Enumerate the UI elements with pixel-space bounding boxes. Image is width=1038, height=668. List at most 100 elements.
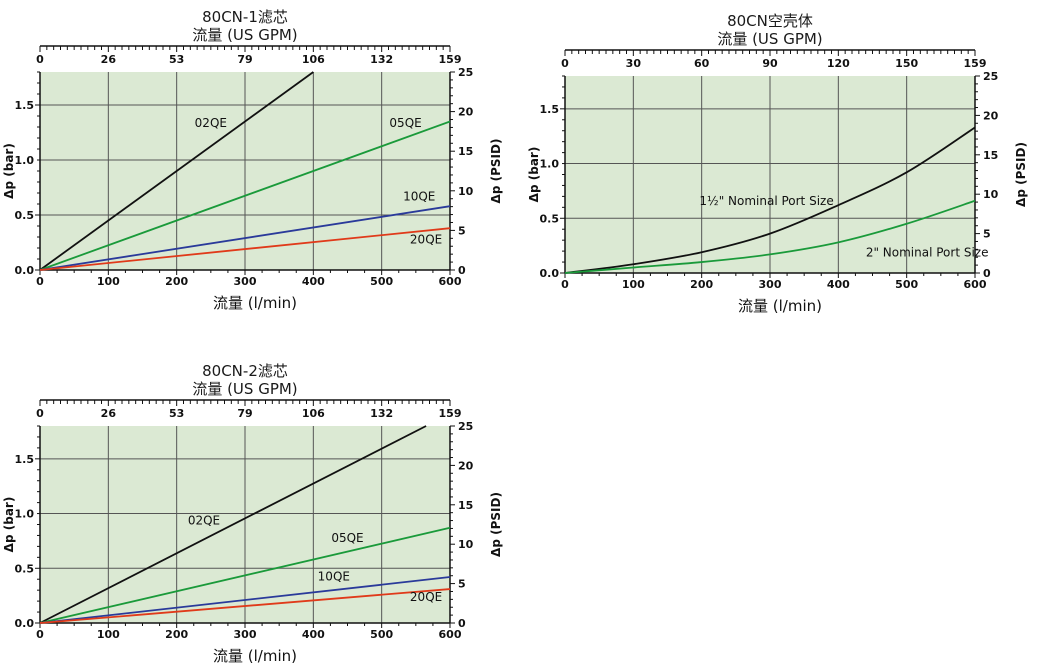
series-label: 05QE [331,531,363,545]
top-tick-label: 132 [370,53,393,66]
y2-tick-label: 0 [458,264,466,277]
series-label: 1½" Nominal Port Size [699,194,833,208]
series-label: 02QE [188,514,220,528]
y-tick-label: 1.5 [15,99,35,112]
y-axis-label: Δp (bar) [2,497,16,553]
x-tick-label: 0 [561,278,569,291]
series-line [39,526,451,624]
y-tick-label: 0.5 [540,212,560,225]
x-tick-label: 600 [964,278,987,291]
y2-tick-label: 15 [458,499,473,512]
y-tick-label: 1.5 [540,103,560,116]
top-tick-label: 79 [237,53,252,66]
top-tick-label: 132 [370,407,393,420]
series-label: 10QE [403,190,435,204]
series-label: 10QE [318,569,350,583]
y-tick-label: 0.5 [15,562,35,575]
top-tick-label: 90 [762,57,778,70]
x-tick-label: 300 [759,278,782,291]
y2-tick-label: 15 [983,149,998,162]
y2-tick-label: 25 [983,70,998,83]
x-tick-label: 100 [97,275,120,288]
top-tick-label: 159 [439,407,462,420]
x-tick-label: 200 [165,628,188,641]
series-line [39,120,451,271]
y-axis-label: Δp (bar) [2,143,16,199]
x-tick-label: 500 [895,278,918,291]
x-tick-label: 0 [36,275,44,288]
y-axis-label: Δp (bar) [527,147,541,203]
y2-tick-label: 25 [458,420,473,433]
x-tick-label: 300 [234,628,257,641]
top-tick-label: 106 [302,407,325,420]
x-axis-label: 流量 (l/min) [213,647,297,665]
y2-tick-label: 10 [458,185,474,198]
x-tick-label: 400 [827,278,850,291]
top-tick-label: 150 [895,57,918,70]
y2-tick-label: 20 [983,109,999,122]
series-label: 2" Nominal Port Size [866,246,989,260]
y2-tick-label: 5 [458,224,466,237]
y-tick-label: 1.0 [540,158,560,171]
y2-tick-label: 0 [458,617,466,630]
series-line [39,227,451,271]
x-tick-label: 300 [234,275,257,288]
y2-tick-label: 15 [458,145,473,158]
series-line [564,199,976,274]
top-tick-label: 159 [439,53,462,66]
series-line [39,71,314,271]
top-tick-label: 0 [561,57,569,70]
series-line [564,126,976,274]
top-tick-label: 120 [827,57,850,70]
top-tick-label: 159 [964,57,987,70]
series-line [39,576,451,624]
top-axis-label: 流量 (US GPM) [192,380,297,398]
y2-tick-label: 0 [983,267,991,280]
x-tick-label: 0 [36,628,44,641]
top-tick-label: 53 [169,407,184,420]
chart-title: 80CN空壳体 [727,12,813,30]
x-tick-label: 400 [302,275,325,288]
y2-tick-label: 5 [458,578,466,591]
series-label: 05QE [389,116,421,130]
y-tick-label: 0.0 [540,267,560,280]
x-tick-label: 200 [690,278,713,291]
x-tick-label: 600 [439,628,462,641]
top-tick-label: 26 [101,407,117,420]
series-label: 20QE [410,590,442,604]
top-tick-label: 26 [101,53,117,66]
x-tick-label: 100 [97,628,120,641]
x-tick-label: 100 [622,278,645,291]
series-line [39,425,427,624]
top-tick-label: 106 [302,53,325,66]
y2-tick-label: 10 [983,188,999,201]
y-tick-label: 0.0 [15,264,35,277]
chart-title: 80CN-2滤芯 [202,362,288,380]
y2-axis-label: Δp (PSID) [489,492,503,557]
top-tick-label: 30 [626,57,642,70]
top-axis-label: 流量 (US GPM) [717,30,822,48]
y-tick-label: 0.0 [15,617,35,630]
series-label: 02QE [195,116,227,130]
y2-tick-label: 20 [458,106,474,119]
x-axis-label: 流量 (l/min) [213,294,297,312]
top-tick-label: 0 [36,407,44,420]
x-tick-label: 500 [370,628,393,641]
y-tick-label: 1.0 [15,508,35,521]
x-tick-label: 200 [165,275,188,288]
x-tick-label: 600 [439,275,462,288]
y2-tick-label: 20 [458,459,474,472]
series-line [39,205,451,271]
top-tick-label: 0 [36,53,44,66]
series-line [39,588,451,624]
y-tick-label: 1.5 [15,453,35,466]
y-tick-label: 1.0 [15,154,35,167]
chart-title: 80CN-1滤芯 [202,8,288,26]
top-tick-label: 53 [169,53,184,66]
x-tick-label: 400 [302,628,325,641]
y2-tick-label: 5 [983,228,991,241]
